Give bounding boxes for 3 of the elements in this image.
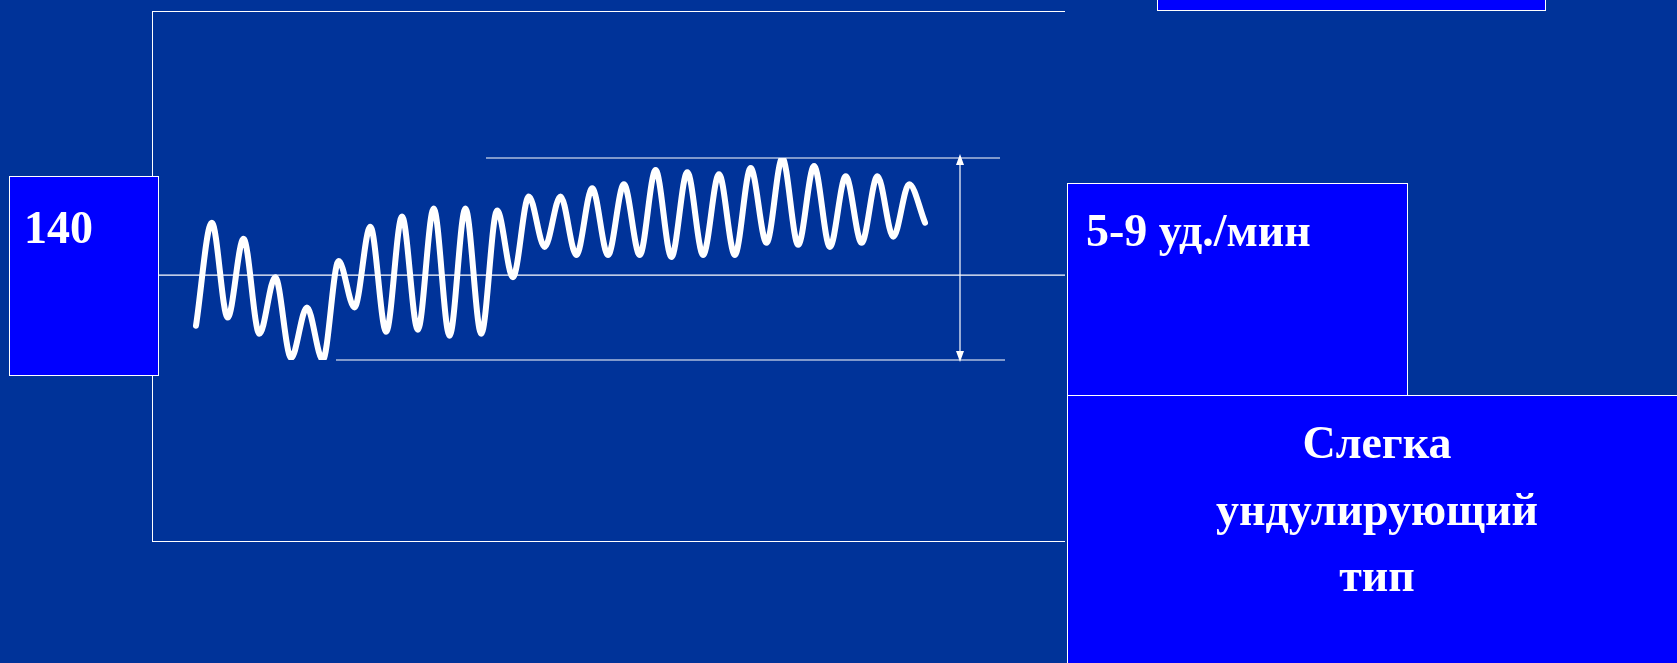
text: 140 [9,176,159,376]
text: 5-9 уд./мин [1086,204,1312,258]
text: Слегка ундулирующий тип [1215,416,1539,604]
